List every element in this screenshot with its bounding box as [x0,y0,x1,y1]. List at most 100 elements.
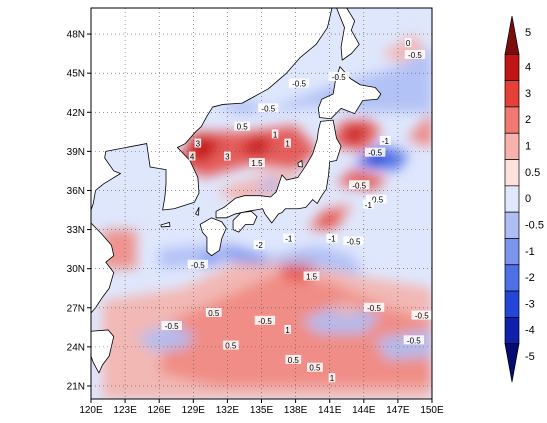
contour-label-bg [307,362,323,372]
colorbar-segment [504,238,520,266]
contour-label-bg [303,271,320,281]
contour-label: -0.5 [292,80,306,89]
contour-label: -0.5 [415,312,429,321]
contour-label-bg [271,129,279,139]
contour-label: 3 [225,153,230,162]
contour-label-bg [284,138,291,148]
contour-label: -1 [365,201,373,210]
contour-label: 1.5 [251,159,263,168]
colorbar-label: 5 [525,27,531,39]
y-tick-label: 45N [67,69,85,80]
contour-label-bg [366,194,387,204]
contour-label-bg [326,233,338,243]
contour-label: 1 [285,140,290,149]
contour-label: 0.5 [225,342,237,351]
contour-label-bg [285,354,302,364]
x-tick-label: 123E [113,405,137,416]
contour-label-bg [224,151,231,161]
contour-label: -0.5 [332,73,346,82]
colorbar-label: -3 [525,298,535,310]
y-tick-label: 42N [67,108,85,119]
contour-label-bg [364,147,386,157]
contour-label: -1 [285,235,293,244]
contour-label-bg [194,138,202,148]
contour-label-bg [349,180,370,190]
colorbar-label: -4 [525,325,535,337]
colorbar: 5 4 3 2 1 0.5 0 -0.5 -1 -2 -3 -4 -5 [504,15,544,383]
contour-label: -0.5 [369,196,383,205]
x-tick-label: 147E [386,405,410,416]
contour-label-bg [188,151,196,161]
contour-label: -0.5 [407,336,421,345]
colorbar-label: -0.5 [525,219,544,231]
contour-label: -0.5 [347,237,361,246]
x-axis-ticks: 120E 123E 126E 129E 132E 135E 138E 141E 144E 147E… [79,399,444,416]
contour-label: -1 [382,137,390,146]
honshu-land [215,119,342,224]
contour-label: 0.5 [288,356,300,365]
contour-label-bg [249,158,265,168]
y-tick-label: 39N [67,147,85,158]
contour-label: -0.5 [165,322,179,331]
x-tick-label: 150E [420,405,444,416]
y-axis-ticks: 21N 24N 27N 30N 33N 36N 39N 42N 45N 48N [67,30,91,392]
contour-label: -2 [256,241,264,250]
colorbar-segment [504,53,520,81]
colorbar-segment [504,211,520,239]
contour-label: 0 [406,39,411,48]
contour-label-bg [254,315,276,325]
contour-label-bg [343,236,364,246]
colorbar-segment [504,317,520,345]
contour-label-bg [288,78,310,88]
x-tick-label: 144E [352,405,376,416]
contour-label-bg [253,240,265,250]
colorbar-label: -5 [525,351,535,363]
contour-label: 0.5 [237,123,249,132]
contour-label: -0.5 [352,181,366,190]
taiwan-land [91,329,115,374]
contour-label-bg [404,38,412,48]
contour-label-bg [283,233,295,243]
y-tick-label: 30N [67,264,85,275]
mainland-china-south-land [91,222,115,314]
colorbar-segment [504,290,520,318]
contour-label-bg [411,310,432,320]
colorbar-label: 1 [525,141,531,153]
contour-label: -1 [328,235,336,244]
y-tick-label: 33N [67,225,85,236]
contour-label-bg [187,259,209,269]
jeju-island-land [160,221,171,228]
contour-label-bg [258,103,279,113]
hokkaido-land [317,66,382,120]
x-tick-label: 141E [318,405,342,416]
colorbar-label: 2 [525,114,531,126]
contour-label: 1 [285,326,290,335]
contour-label: 4 [190,153,195,162]
tsushima-island-land [195,207,200,216]
kyushu-land [199,217,227,257]
contour-label-bg [403,335,425,345]
contour-label: -0.5 [408,51,422,60]
contour-label: -0.5 [367,304,381,313]
contour-label: 1 [330,374,335,383]
y-tick-label: 21N [67,381,85,392]
colorbar-segment [504,132,520,160]
colorbar-label: -2 [525,272,535,284]
contour-label: 1.5 [306,272,318,281]
x-tick-label: 120E [79,405,103,416]
colorbar-label: 0 [525,193,531,205]
contour-label-bg [284,324,291,334]
contour-label-bg [328,373,336,383]
colorbar-segment [504,106,520,134]
contour-label: 3 [196,140,201,149]
colorbar-label: 3 [525,88,531,100]
x-tick-label: 138E [284,405,308,416]
colorbar-top-arrow [504,15,520,55]
contour-label-bg [362,199,374,209]
contour-label-bg [205,307,222,317]
y-tick-label: 48N [67,30,85,41]
shikoku-land [232,210,258,233]
colorbar-segment [504,264,520,292]
contour-label-bg [404,49,426,59]
